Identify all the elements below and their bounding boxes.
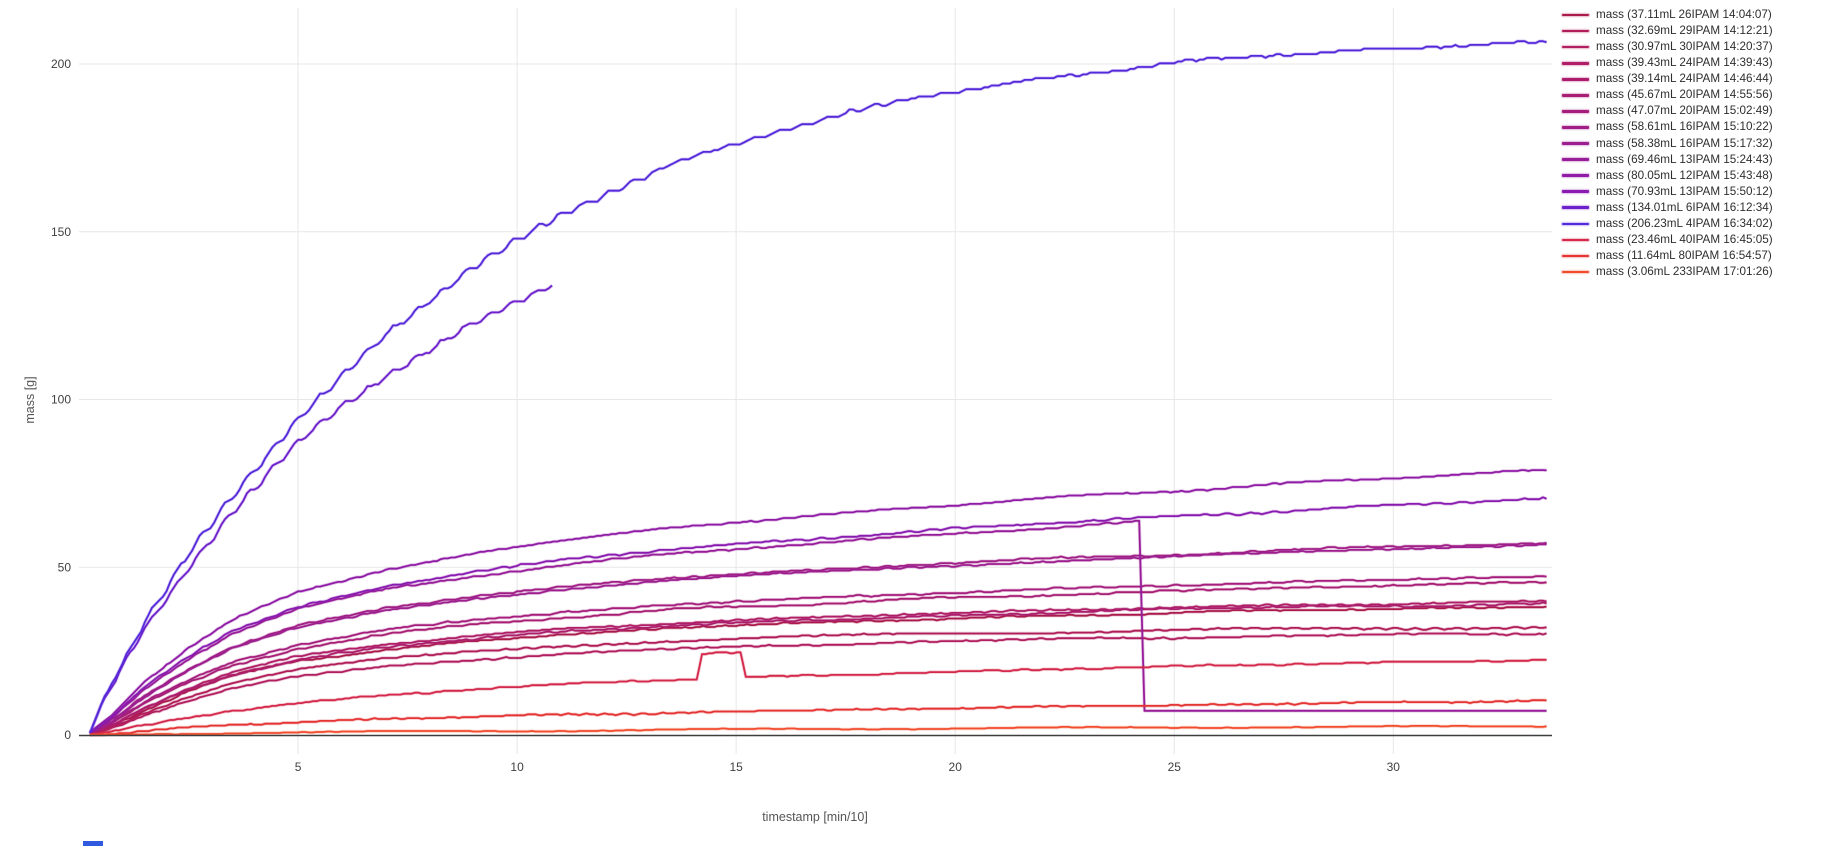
- x-tick-label: 20: [949, 760, 963, 774]
- legend-line-swatch: [1562, 29, 1589, 33]
- x-tick-label: 10: [510, 760, 524, 774]
- legend-line-swatch: [1562, 142, 1589, 145]
- series-line: [89, 605, 1547, 736]
- series-line-halo: [89, 542, 1547, 736]
- series-line: [90, 699, 1547, 736]
- y-tick-label: 0: [64, 728, 71, 742]
- legend-item[interactable]: mass (37.11mL 26IPAM 14:04:07): [1562, 7, 1830, 23]
- series-lines: [88, 39, 1548, 737]
- legend-item[interactable]: mass (30.97mL 30IPAM 14:20:37): [1562, 39, 1830, 55]
- legend-label: mass (30.97mL 30IPAM 14:20:37): [1596, 40, 1773, 54]
- legend-label: mass (69.46mL 13IPAM 15:24:43): [1596, 152, 1773, 166]
- series-line: [89, 284, 553, 734]
- legend-item[interactable]: mass (58.38mL 16IPAM 15:17:32): [1562, 136, 1830, 152]
- legend-label: mass (32.69mL 29IPAM 14:12:21): [1596, 24, 1773, 38]
- legend-item[interactable]: mass (206.23mL 4IPAM 16:34:02): [1562, 216, 1830, 232]
- series-line-halo: [88, 495, 1548, 735]
- y-tick-label: 100: [51, 393, 71, 407]
- legend-item[interactable]: mass (39.14mL 24IPAM 14:46:44): [1562, 71, 1830, 87]
- legend-item[interactable]: mass (39.43mL 24IPAM 14:39:43): [1562, 55, 1830, 71]
- legend-item[interactable]: mass (45.67mL 20IPAM 14:55:56): [1562, 87, 1830, 103]
- y-tick-label: 200: [51, 57, 71, 71]
- legend-item[interactable]: mass (3.06mL 233IPAM 17:01:26): [1562, 264, 1830, 280]
- series-line: [89, 40, 1547, 734]
- legend-line-swatch: [1562, 190, 1589, 194]
- gridlines: [79, 8, 1552, 754]
- y-tick-label: 150: [51, 225, 71, 239]
- legend-label: mass (80.05mL 12IPAM 15:43:48): [1596, 168, 1773, 182]
- series-line: [89, 601, 1547, 735]
- legend-line-swatch: [1562, 45, 1589, 49]
- series-line: [89, 651, 1547, 736]
- legend-item[interactable]: mass (11.64mL 80IPAM 16:54:57): [1562, 248, 1830, 264]
- legend-label: mass (45.67mL 20IPAM 14:55:56): [1596, 88, 1773, 102]
- legend-item[interactable]: mass (58.61mL 16IPAM 15:10:22): [1562, 119, 1830, 135]
- axes: 5 10 15 20 25 30 0 50 100 150 200: [51, 57, 1552, 774]
- series-line: [90, 725, 1547, 736]
- series-line: [89, 496, 1547, 734]
- x-tick-label: 25: [1168, 760, 1182, 774]
- x-tick-label: 15: [729, 760, 743, 774]
- legend-line-swatch: [1562, 13, 1589, 17]
- legend-line-swatch: [1562, 94, 1589, 97]
- legend-line-swatch: [1562, 222, 1589, 226]
- legend-label: mass (70.93mL 13IPAM 15:50:12): [1596, 184, 1773, 198]
- legend-item[interactable]: mass (47.07mL 20IPAM 15:02:49): [1562, 103, 1830, 119]
- y-axis-title: mass [g]: [23, 376, 37, 423]
- x-tick-label: 5: [295, 760, 302, 774]
- legend-label: mass (47.07mL 20IPAM 15:02:49): [1596, 104, 1773, 118]
- legend-line-swatch: [1562, 158, 1589, 161]
- legend-label: mass (134.01mL 6IPAM 16:12:34): [1596, 200, 1773, 214]
- series-line: [89, 626, 1547, 736]
- legend-line-swatch: [1562, 270, 1589, 274]
- legend-line-swatch: [1562, 174, 1589, 177]
- series-line: [89, 581, 1547, 735]
- legend-label: mass (58.61mL 16IPAM 15:10:22): [1596, 120, 1773, 134]
- legend-item[interactable]: mass (70.93mL 13IPAM 15:50:12): [1562, 184, 1830, 200]
- legend-line-swatch: [1562, 110, 1589, 113]
- legend-label: mass (206.23mL 4IPAM 16:34:02): [1596, 216, 1773, 230]
- legend-line-swatch: [1562, 77, 1589, 81]
- legend: mass (37.11mL 26IPAM 14:04:07) mass (32.6…: [1562, 7, 1830, 280]
- legend-line-swatch: [1562, 254, 1589, 258]
- legend-label: mass (39.14mL 24IPAM 14:46:44): [1596, 72, 1773, 86]
- legend-line-swatch: [1562, 126, 1589, 129]
- series-line: [89, 575, 1547, 735]
- series-line: [89, 599, 1547, 734]
- legend-item[interactable]: mass (80.05mL 12IPAM 15:43:48): [1562, 168, 1830, 184]
- y-tick-label: 50: [58, 560, 72, 574]
- series-line: [89, 543, 1547, 735]
- series-line: [89, 632, 1547, 735]
- legend-label: mass (3.06mL 233IPAM 17:01:26): [1596, 265, 1773, 279]
- bottom-edge-artifact: [83, 841, 103, 846]
- x-tick-label: 30: [1387, 760, 1401, 774]
- legend-line-swatch: [1562, 61, 1589, 65]
- legend-label: mass (11.64mL 80IPAM 16:54:57): [1596, 248, 1772, 262]
- legend-line-swatch: [1562, 206, 1589, 210]
- legend-line-swatch: [1562, 238, 1589, 242]
- legend-label: mass (37.11mL 26IPAM 14:04:07): [1596, 8, 1772, 22]
- series-line: [89, 469, 1547, 733]
- legend-item[interactable]: mass (69.46mL 13IPAM 15:24:43): [1562, 152, 1830, 168]
- x-axis-title: timestamp [min/10]: [762, 810, 868, 824]
- legend-label: mass (58.38mL 16IPAM 15:17:32): [1596, 136, 1773, 150]
- legend-label: mass (23.46mL 40IPAM 16:45:05): [1596, 232, 1773, 246]
- legend-item[interactable]: mass (134.01mL 6IPAM 16:12:34): [1562, 200, 1830, 216]
- legend-label: mass (39.43mL 24IPAM 14:39:43): [1596, 56, 1773, 70]
- legend-item[interactable]: mass (23.46mL 40IPAM 16:45:05): [1562, 232, 1830, 248]
- series-line: [89, 519, 1547, 733]
- legend-item[interactable]: mass (32.69mL 29IPAM 14:12:21): [1562, 23, 1830, 39]
